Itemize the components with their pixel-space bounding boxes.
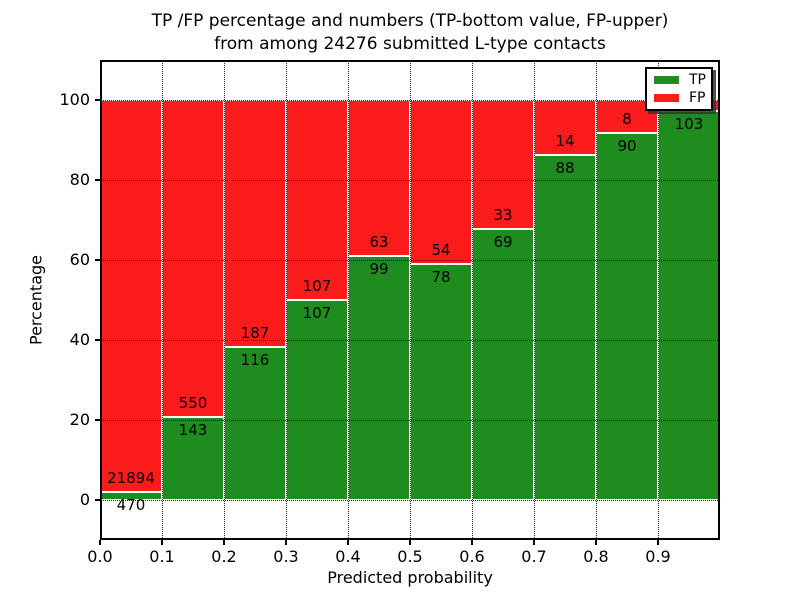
x-tick-label: 0.8	[583, 547, 609, 566]
plot-area: 0 20 40 60 80 100 0.0 0.1 0.2 0.3 0.4 0.5 0.6 0.7 0.8 0…	[59, 60, 720, 566]
x-tick-mark	[595, 540, 597, 545]
bar-segment-tp	[286, 300, 348, 500]
bar-segment-tp	[348, 255, 410, 500]
y-tick-label: 60	[69, 250, 90, 269]
gridline-horizontal	[100, 340, 720, 341]
fp-legend-swatch	[654, 94, 679, 103]
bar-value-label-tp: 143	[178, 421, 208, 440]
x-tick-label: 0.4	[335, 547, 361, 566]
bar-value-label-tp: 99	[369, 259, 389, 278]
gridline-vertical	[472, 60, 473, 540]
bar-value-label-tp: 90	[617, 136, 637, 155]
y-tick-label: 100	[59, 90, 90, 109]
legend: TP FP	[645, 67, 713, 111]
tp-legend-swatch	[654, 75, 679, 84]
y-tick-mark	[95, 419, 100, 421]
bar-segment-tp	[658, 111, 720, 500]
gridline-vertical	[534, 60, 535, 540]
x-tick-mark	[161, 540, 163, 545]
bar-value-label-fp: 8	[622, 109, 632, 128]
bar-segment-fp	[162, 100, 224, 418]
tp-legend-label: TP	[689, 71, 706, 88]
x-axis-label: Predicted probability	[327, 568, 493, 587]
bar-value-label-tp: 116	[240, 350, 270, 369]
x-tick-mark	[533, 540, 535, 545]
gridline-horizontal	[100, 260, 720, 261]
gridline-vertical	[286, 60, 287, 540]
x-tick-mark	[471, 540, 473, 545]
bar-segment-tp	[596, 132, 658, 500]
gridline-vertical	[162, 60, 163, 540]
y-tick-mark	[95, 339, 100, 341]
x-tick-mark	[99, 540, 101, 545]
gridline-horizontal	[100, 420, 720, 421]
bar-value-label-tp: 88	[555, 158, 575, 177]
bar-value-label-fp: 33	[493, 206, 513, 225]
x-tick-mark	[347, 540, 349, 545]
y-tick-label: 20	[69, 410, 90, 429]
x-tick-label: 0.6	[459, 547, 485, 566]
x-tick-label: 0.1	[149, 547, 175, 566]
x-tick-label: 0.9	[645, 547, 671, 566]
x-tick-label: 0.2	[211, 547, 237, 566]
chart-title-line-1: TP /FP percentage and numbers (TP-bottom…	[151, 11, 669, 31]
gridline-horizontal	[100, 100, 720, 101]
gridline-horizontal	[100, 500, 720, 501]
bar-value-label-fp: 187	[240, 323, 270, 342]
legend-item-tp: TP	[654, 72, 711, 88]
bar-value-label-fp: 550	[178, 394, 208, 413]
bar-value-label-tp: 78	[431, 267, 451, 286]
fp-legend-label: FP	[689, 90, 706, 107]
legend-item-fp: FP	[654, 90, 711, 106]
x-tick-mark	[285, 540, 287, 545]
y-axis-label: Percentage	[26, 254, 46, 346]
bar-value-label-fp: 63	[369, 232, 389, 251]
x-tick-mark	[409, 540, 411, 545]
bar-segment-fp	[100, 100, 162, 492]
bar-segment-tp	[162, 417, 224, 500]
bar-segment-fp	[472, 100, 534, 230]
bar-value-label-tp: 69	[493, 233, 513, 252]
x-tick-mark	[223, 540, 225, 545]
y-tick-label: 80	[69, 170, 90, 189]
chart-title: TP /FP percentage and numbers (TP-bottom…	[100, 10, 720, 56]
bar-segment-tp	[472, 229, 534, 500]
bar-value-label-fp: 107	[302, 277, 332, 295]
gridline-vertical	[596, 60, 597, 540]
y-tick-mark	[95, 99, 100, 101]
bar-value-label-tp: 107	[302, 304, 332, 322]
bar-segment-tp	[224, 346, 286, 500]
x-tick-label: 0.3	[273, 547, 299, 566]
bar-value-label-fp: 14	[555, 131, 575, 150]
x-tick-label: 0.0	[87, 547, 113, 566]
y-tick-label: 40	[69, 330, 90, 349]
y-tick-mark	[95, 179, 100, 181]
bar-segment-fp	[224, 100, 286, 347]
gridline-horizontal	[100, 180, 720, 181]
chart-title-line-2: from among 24276 submitted L-type contac…	[214, 34, 606, 54]
x-tick-mark	[657, 540, 659, 545]
y-tick-mark	[95, 259, 100, 261]
y-tick-label: 0	[79, 490, 90, 509]
bar-value-label-tp: 103	[674, 115, 704, 134]
bar-value-label-tp: 470	[116, 495, 146, 514]
gridline-vertical	[224, 60, 225, 540]
bar-segment-tp	[534, 154, 596, 500]
gridline-vertical	[410, 60, 411, 540]
gridline-vertical	[348, 60, 349, 540]
x-tick-label: 0.7	[521, 547, 547, 566]
gridline-vertical	[658, 60, 659, 540]
bar-value-label-fp: 54	[431, 240, 451, 259]
bar-segment-tp	[410, 263, 472, 500]
y-tick-mark	[95, 499, 100, 501]
x-tick-label: 0.5	[397, 547, 423, 566]
bar-value-label-fp: 21894	[107, 468, 155, 487]
